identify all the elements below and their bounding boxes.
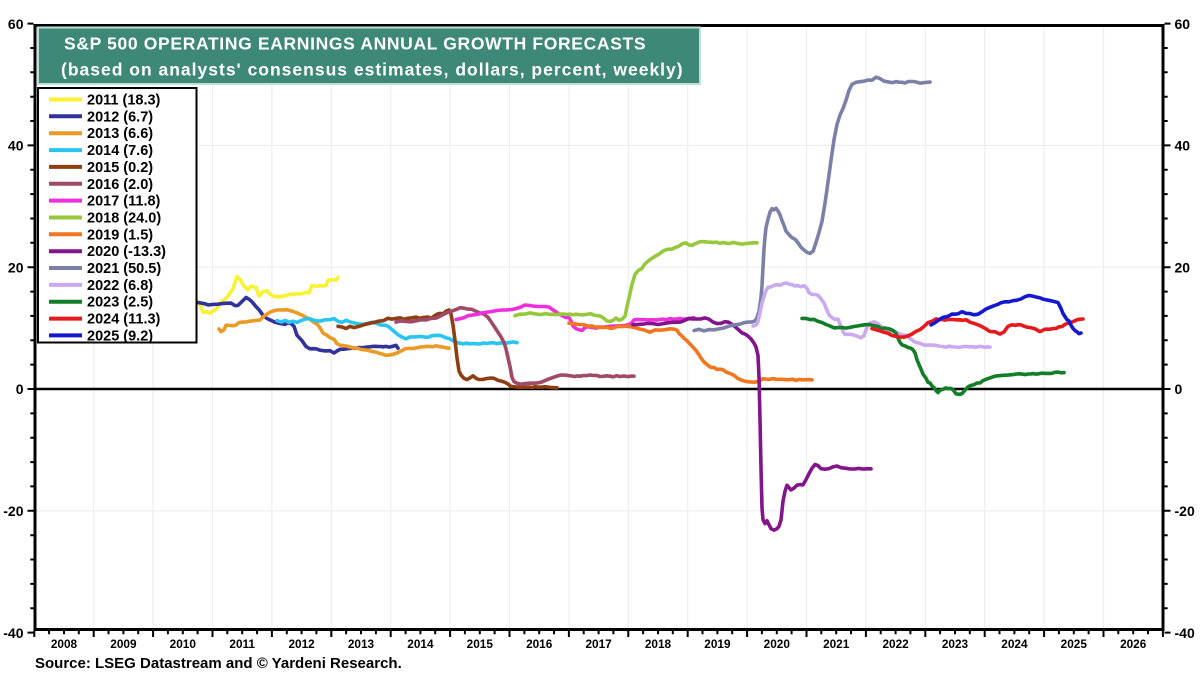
- svg-text:2013: 2013: [348, 637, 375, 651]
- svg-text:2012: 2012: [288, 637, 315, 651]
- svg-text:-40: -40: [3, 625, 23, 641]
- svg-text:2025 (9.2): 2025 (9.2): [87, 328, 153, 344]
- svg-text:40: 40: [8, 138, 24, 154]
- svg-text:2008: 2008: [51, 637, 78, 651]
- svg-text:2020 (-13.3): 2020 (-13.3): [87, 244, 166, 260]
- svg-text:0: 0: [16, 381, 24, 397]
- svg-text:20: 20: [1175, 259, 1191, 275]
- svg-text:2023: 2023: [942, 637, 969, 651]
- svg-text:2024 (11.3): 2024 (11.3): [87, 312, 161, 328]
- svg-text:0: 0: [1175, 381, 1183, 397]
- svg-text:2012 (6.7): 2012 (6.7): [87, 109, 153, 125]
- svg-text:2011 (18.3): 2011 (18.3): [87, 93, 161, 109]
- svg-text:2014 (7.6): 2014 (7.6): [87, 143, 153, 159]
- svg-text:Source: LSEG Datastream and ©: Source: LSEG Datastream and © Yardeni Re…: [35, 655, 402, 672]
- svg-text:2009: 2009: [110, 637, 137, 651]
- svg-text:2023 (2.5): 2023 (2.5): [87, 295, 153, 311]
- svg-text:2016 (2.0): 2016 (2.0): [87, 177, 153, 193]
- svg-text:2019 (1.5): 2019 (1.5): [87, 227, 153, 243]
- svg-text:-20: -20: [1175, 503, 1195, 519]
- svg-text:60: 60: [8, 16, 24, 32]
- svg-text:2018 (24.0): 2018 (24.0): [87, 211, 161, 227]
- svg-text:2016: 2016: [526, 637, 553, 651]
- svg-text:-40: -40: [1175, 625, 1195, 641]
- svg-text:2019: 2019: [704, 637, 731, 651]
- svg-text:2020: 2020: [764, 637, 791, 651]
- svg-text:S&P 500 OPERATING EARNINGS ANN: S&P 500 OPERATING EARNINGS ANNUAL GROWTH…: [64, 34, 646, 54]
- svg-text:20: 20: [8, 259, 24, 275]
- svg-text:2018: 2018: [645, 637, 672, 651]
- svg-text:2026: 2026: [1120, 637, 1147, 651]
- svg-text:2015: 2015: [467, 637, 494, 651]
- svg-text:2025: 2025: [1061, 637, 1088, 651]
- svg-text:2017: 2017: [585, 637, 612, 651]
- svg-text:-20: -20: [3, 503, 23, 519]
- svg-text:2010: 2010: [170, 637, 197, 651]
- svg-text:2011: 2011: [229, 637, 255, 651]
- svg-text:2015 (0.2): 2015 (0.2): [87, 160, 153, 176]
- svg-text:2013 (6.6): 2013 (6.6): [87, 126, 153, 142]
- svg-text:2017 (11.8): 2017 (11.8): [87, 194, 161, 210]
- svg-text:40: 40: [1175, 138, 1191, 154]
- svg-text:(based on analysts' consensus: (based on analysts' consensus estimates,…: [61, 60, 684, 80]
- svg-text:60: 60: [1175, 16, 1191, 32]
- svg-text:2021: 2021: [823, 637, 850, 651]
- svg-text:2021 (50.5): 2021 (50.5): [87, 261, 161, 277]
- svg-text:2014: 2014: [407, 637, 434, 651]
- svg-text:2022 (6.8): 2022 (6.8): [87, 278, 153, 294]
- svg-text:2022: 2022: [882, 637, 909, 651]
- svg-text:2024: 2024: [1001, 637, 1028, 651]
